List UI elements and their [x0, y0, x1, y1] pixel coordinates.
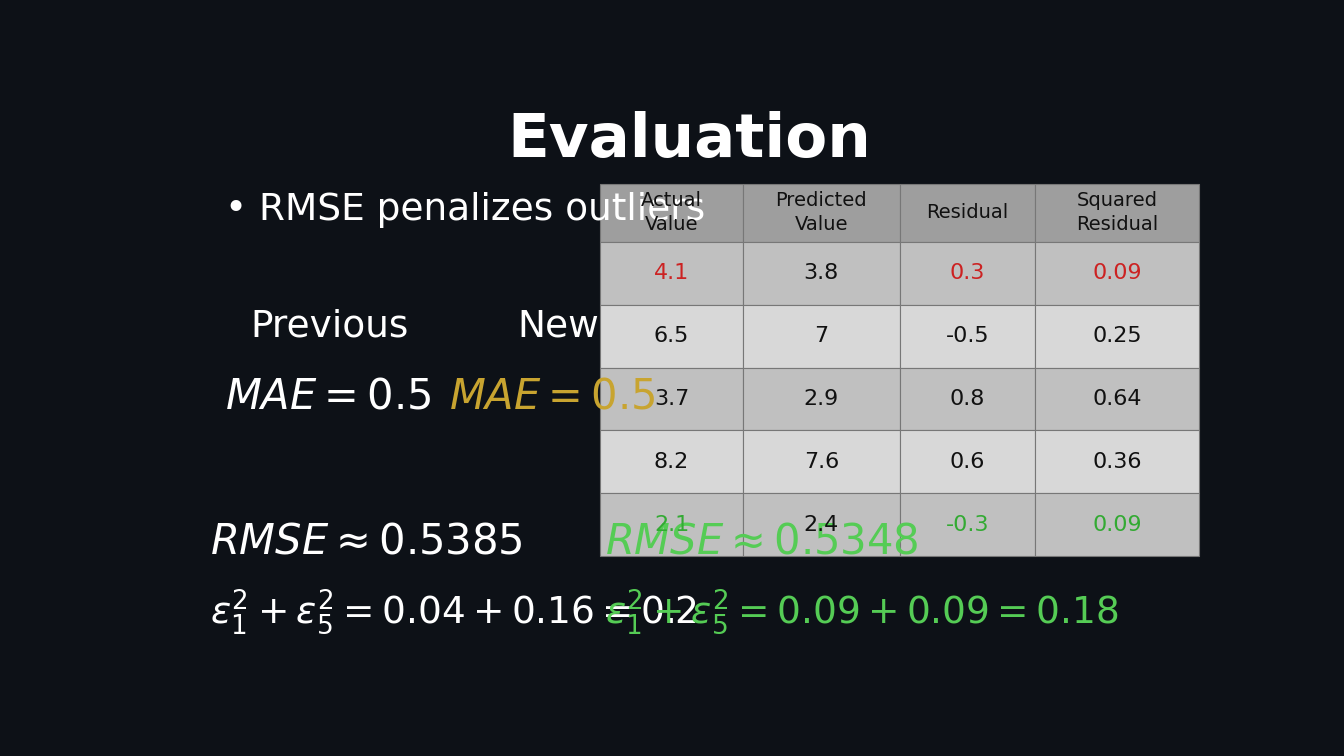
Bar [743, 494, 899, 556]
Bar [899, 430, 1035, 494]
Bar [743, 367, 899, 430]
Text: -0.3: -0.3 [946, 515, 989, 535]
Bar [601, 305, 743, 367]
Text: 2.1: 2.1 [655, 515, 689, 535]
Bar [601, 242, 743, 305]
Bar [899, 305, 1035, 367]
Text: 3.8: 3.8 [804, 263, 839, 283]
Text: 0.8: 0.8 [950, 389, 985, 409]
Bar [743, 242, 899, 305]
Bar [601, 184, 743, 242]
Bar [743, 305, 899, 367]
Text: Previous: Previous [250, 308, 409, 345]
Bar [601, 367, 743, 430]
Text: $\mathit{RMSE}\approx0.5348$: $\mathit{RMSE}\approx0.5348$ [605, 521, 919, 563]
Bar [1035, 242, 1199, 305]
Bar [899, 494, 1035, 556]
Text: 7.6: 7.6 [804, 452, 839, 472]
Text: $\epsilon_1^2+\epsilon_5^2=0.04+0.16=0.2$: $\epsilon_1^2+\epsilon_5^2=0.04+0.16=0.2… [210, 587, 696, 636]
Text: Evaluation: Evaluation [507, 111, 871, 170]
Text: Residual: Residual [926, 203, 1008, 222]
Text: 7: 7 [814, 326, 828, 346]
Bar [601, 494, 743, 556]
Text: 0.64: 0.64 [1093, 389, 1142, 409]
Text: -0.5: -0.5 [946, 326, 989, 346]
Text: 3.7: 3.7 [655, 389, 689, 409]
Text: 0.09: 0.09 [1093, 263, 1142, 283]
Bar [1035, 184, 1199, 242]
Text: 8.2: 8.2 [655, 452, 689, 472]
Bar [899, 367, 1035, 430]
Text: Actual
Value: Actual Value [641, 191, 702, 234]
Text: $\mathit{RMSE}\approx0.5385$: $\mathit{RMSE}\approx0.5385$ [210, 521, 523, 563]
Text: 2.4: 2.4 [804, 515, 839, 535]
Text: Predicted
Value: Predicted Value [775, 191, 867, 234]
Bar [1035, 367, 1199, 430]
Text: $\mathit{MAE}=0.5$: $\mathit{MAE}=0.5$ [226, 375, 431, 417]
Bar [1035, 305, 1199, 367]
Text: 4.1: 4.1 [655, 263, 689, 283]
Bar [899, 184, 1035, 242]
Text: $\mathit{MAE}=0.5$: $\mathit{MAE}=0.5$ [449, 375, 656, 417]
Text: 0.3: 0.3 [950, 263, 985, 283]
Bar [899, 242, 1035, 305]
Text: 2.9: 2.9 [804, 389, 839, 409]
Bar [601, 430, 743, 494]
Text: Squared
Residual: Squared Residual [1077, 191, 1159, 234]
Bar [743, 184, 899, 242]
Text: 0.36: 0.36 [1093, 452, 1142, 472]
Text: 6.5: 6.5 [655, 326, 689, 346]
Text: $\epsilon_1^2+\epsilon_5^2=0.09+0.09=0.18$: $\epsilon_1^2+\epsilon_5^2=0.09+0.09=0.1… [605, 587, 1120, 636]
Text: 0.09: 0.09 [1093, 515, 1142, 535]
Text: 0.6: 0.6 [950, 452, 985, 472]
Text: 0.25: 0.25 [1093, 326, 1142, 346]
Bar [1035, 430, 1199, 494]
Bar [1035, 494, 1199, 556]
Bar [743, 430, 899, 494]
Text: • RMSE penalizes outliers: • RMSE penalizes outliers [226, 192, 706, 228]
Text: New: New [517, 308, 599, 345]
